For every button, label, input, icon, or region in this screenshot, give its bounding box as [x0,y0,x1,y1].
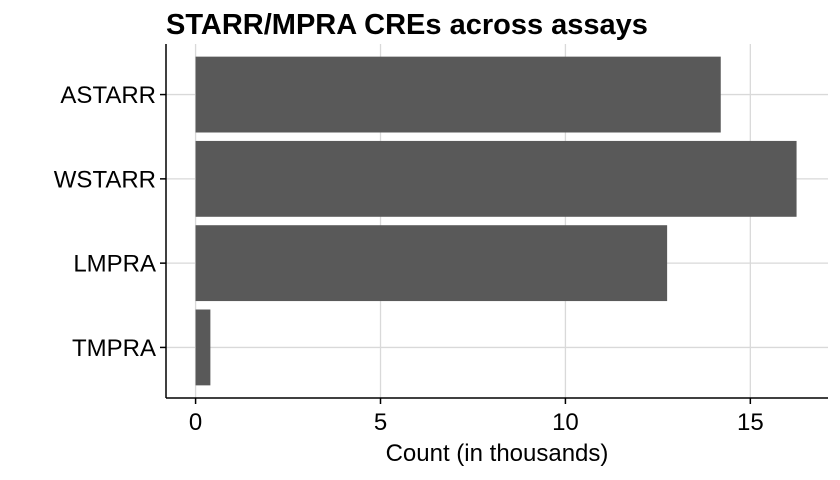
bar-wstarr [195,140,797,217]
y-tick-label: TMPRA [72,335,156,362]
x-tick-label: 0 [189,409,202,436]
y-tick-label: LMPRA [73,251,156,278]
bar-lmpra [195,225,668,302]
y-tick-label: WSTARR [54,166,156,193]
x-tick-label: 15 [737,409,764,436]
bars-layer [195,56,797,386]
x-tick-label: 10 [552,409,579,436]
bar-astarr [195,56,721,133]
x-tick-label: 5 [374,409,387,436]
x-axis-label: Count (in thousands) [386,440,609,467]
bar-tmpra [195,309,211,386]
y-tick-label: ASTARR [60,82,156,109]
axes-layer [165,44,828,399]
ticks-layer: ASTARR WSTARR LMPRA TMPRA 0 5 10 15 [54,82,764,436]
chart-title: STARR/MPRA CREs across assays [166,9,648,41]
